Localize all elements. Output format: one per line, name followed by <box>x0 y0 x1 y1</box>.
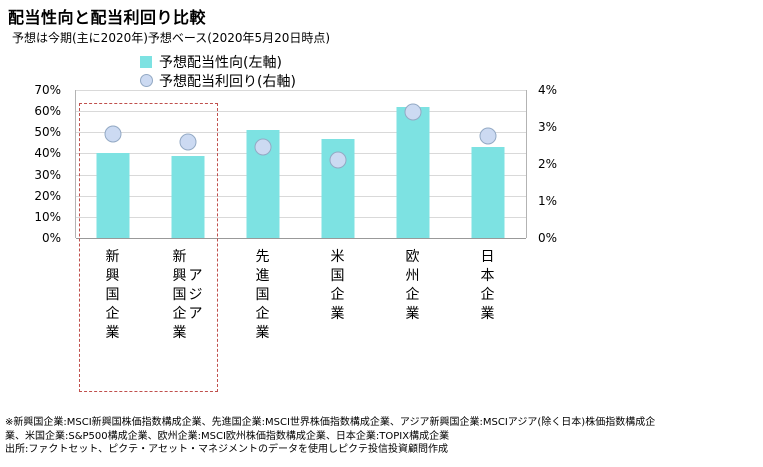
slot-3 <box>226 90 301 238</box>
left-axis-tick: 10% <box>34 209 61 224</box>
slot-4 <box>301 90 376 238</box>
x-axis-label: 欧州企業 <box>375 248 450 343</box>
x-label-char: 国 <box>330 268 345 284</box>
footnote-source-line: 出所:ファクトセット、ピクテ・アセット・マネジメントのデータを使用しピクテ投信投… <box>5 444 448 455</box>
x-label-char: ア <box>188 306 203 322</box>
gridline <box>76 111 526 113</box>
page-title: 配当性向と配当利回り比較 <box>8 8 207 27</box>
x-label-column: 日本企業 <box>481 248 495 343</box>
yield-marker <box>254 138 272 156</box>
x-label-char: 業 <box>172 325 187 341</box>
x-label-char: ア <box>188 268 203 284</box>
left-axis-tick: 60% <box>34 104 61 119</box>
x-label-char: ジ <box>188 287 203 303</box>
yield-circle-swatch <box>140 74 153 87</box>
yield-marker <box>179 133 197 151</box>
x-label-char: 企 <box>405 287 420 303</box>
x-axis-label: 新興国企業 <box>75 248 150 343</box>
gridline <box>76 132 526 134</box>
gridline <box>76 216 526 218</box>
x-label-char: 業 <box>255 325 270 341</box>
right-axis-tick: 2% <box>538 157 558 171</box>
legend: 予想配当性向(左軸) 予想配当利回り(右軸) <box>140 52 296 90</box>
yield-marker <box>404 103 422 121</box>
x-label-char: 企 <box>255 306 270 322</box>
x-label-char: 企 <box>480 287 495 303</box>
x-label-column: 米国企業 <box>331 248 345 343</box>
left-axis-tick: 70% <box>34 83 61 97</box>
legend-item-yield: 予想配当利回り(右軸) <box>140 71 296 90</box>
yield-marker <box>104 125 122 143</box>
legend-item-payout: 予想配当性向(左軸) <box>140 52 296 71</box>
x-label-char: 日 <box>480 249 495 265</box>
left-axis-tick: 50% <box>34 125 61 140</box>
x-axis-label: 日本企業 <box>450 248 525 343</box>
payout-bar <box>171 155 205 238</box>
slot-6 <box>451 90 526 238</box>
x-label-char: 興 <box>172 268 187 284</box>
x-label-column: 新興国企業 <box>173 248 187 343</box>
x-label-char: 先 <box>255 249 270 265</box>
footnote-line-2: 業、米国企業:S&P500構成企業、欧州企業:MSCI欧州株価指数構成企業、日本… <box>5 430 450 442</box>
x-label-char: 本 <box>480 268 495 284</box>
payout-bar <box>471 147 505 238</box>
x-axis-label: 新興国企業アジア <box>150 248 225 343</box>
x-label-char: 業 <box>480 306 495 322</box>
footnotes: ※新興国企業:MSCI新興国株価指数構成企業、先進国企業:MSCI世界株価指数構… <box>5 416 655 457</box>
x-label-column: 先進国企業 <box>256 248 270 343</box>
right-axis-tick: 1% <box>538 194 558 208</box>
x-label-char: 進 <box>255 268 270 284</box>
left-axis-tick: 30% <box>34 167 61 182</box>
x-label-char: 国 <box>172 287 187 303</box>
x-label-char: 業 <box>405 306 420 322</box>
x-axis-label: 米国企業 <box>300 248 375 343</box>
x-label-char: 企 <box>105 306 120 322</box>
gridline <box>76 238 526 239</box>
x-label-char: 企 <box>330 287 345 303</box>
gridline <box>76 90 526 91</box>
payout-square-swatch <box>140 55 152 68</box>
chart-subtitle: 予想は今期(主に2020年)予想ベース(2020年5月20日時点) <box>12 31 331 45</box>
x-label-char: 新 <box>105 249 120 265</box>
plot-area <box>75 90 527 239</box>
x-axis-label: 先進国企業 <box>225 248 300 343</box>
gridline <box>76 195 526 197</box>
legend-label-yield: 予想配当利回り(右軸) <box>159 73 296 90</box>
payout-bar <box>396 106 430 238</box>
x-label-char: 業 <box>330 306 345 322</box>
x-label-char: 州 <box>405 268 420 284</box>
x-label-char: 業 <box>105 325 120 341</box>
x-label-char: 企 <box>172 306 187 322</box>
gridline <box>76 174 526 176</box>
left-axis: 0% 10% 20% 30% 40% 50% 60% 70% <box>8 83 68 245</box>
right-axis: 0% 1% 2% 3% 4% <box>531 83 573 245</box>
left-axis-tick: 20% <box>34 188 61 203</box>
slot-1 <box>76 90 151 238</box>
legend-label-payout: 予想配当性向(左軸) <box>159 54 282 71</box>
x-label-char: 米 <box>330 249 345 265</box>
payout-bar <box>96 153 130 238</box>
footnote-line-1: ※新興国企業:MSCI新興国株価指数構成企業、先進国企業:MSCI世界株価指数構… <box>5 417 656 428</box>
x-label-column: 新興国企業 <box>106 248 120 343</box>
yield-marker <box>479 127 497 145</box>
x-label-char: 新 <box>172 249 187 265</box>
yield-marker <box>329 151 347 169</box>
x-label-column: 欧州企業 <box>406 248 420 343</box>
right-axis-tick: 4% <box>538 83 558 97</box>
slot-2 <box>151 90 226 238</box>
emerging-markets-highlight-box <box>79 103 218 392</box>
x-label-char: 国 <box>105 287 120 303</box>
x-label-char: 欧 <box>405 249 420 265</box>
x-label-char: 興 <box>105 268 120 284</box>
x-label-char: 国 <box>255 287 270 303</box>
x-label-column: アジア <box>189 267 203 343</box>
category-axis: 新興国企業新興国企業アジア先進国企業米国企業欧州企業日本企業 <box>75 248 525 343</box>
right-axis-tick: 0% <box>538 231 558 245</box>
left-axis-tick: 40% <box>34 146 61 161</box>
left-axis-tick: 0% <box>41 231 61 245</box>
slot-5 <box>376 90 451 238</box>
right-axis-tick: 3% <box>538 120 558 134</box>
gridline <box>76 153 526 155</box>
